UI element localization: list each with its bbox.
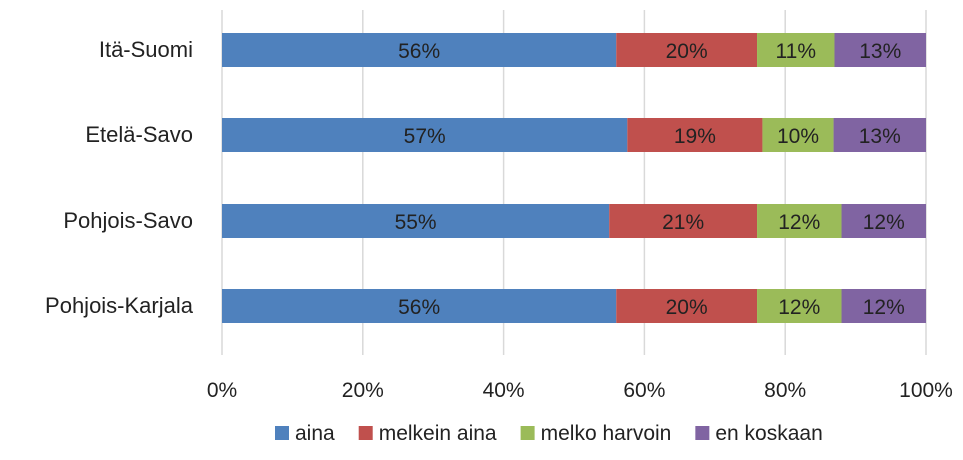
category-label: Pohjois-Karjala <box>45 293 194 318</box>
data-label: 13% <box>859 125 901 148</box>
data-label: 21% <box>662 211 704 234</box>
x-tick-label: 80% <box>764 379 806 402</box>
category-label: Itä-Suomi <box>99 37 193 62</box>
x-axis-tick-labels: 0% 20% 40% 60% 80% 100% <box>207 379 953 402</box>
data-label: 12% <box>778 211 820 234</box>
legend-label: en koskaan <box>715 422 822 445</box>
bar-segment <box>222 33 617 67</box>
data-label: 56% <box>398 296 440 319</box>
category-labels: Itä-Suomi Etelä-Savo Pohjois-Savo Pohjois-K… <box>45 37 194 318</box>
bar-segments <box>222 33 926 323</box>
data-label: 20% <box>666 40 708 63</box>
legend-label: aina <box>295 422 335 445</box>
bar-segment <box>222 289 617 323</box>
data-label: 10% <box>777 125 819 148</box>
data-label: 12% <box>778 296 820 319</box>
category-label: Etelä-Savo <box>85 122 193 147</box>
legend: aina melkein aina melko harvoin en koskaan <box>275 422 823 445</box>
data-label: 20% <box>666 296 708 319</box>
x-tick-label: 40% <box>483 379 525 402</box>
data-label: 11% <box>776 40 816 63</box>
legend-swatch <box>358 426 373 440</box>
data-label: 12% <box>863 211 905 234</box>
legend-label: melkein aina <box>379 422 497 445</box>
legend-swatch <box>275 426 289 440</box>
data-label: 57% <box>404 125 446 148</box>
bar-segment <box>222 118 628 152</box>
data-label: 56% <box>398 40 440 63</box>
legend-swatch <box>520 426 535 440</box>
bar-segment <box>762 118 834 152</box>
x-tick-label: 60% <box>623 379 665 402</box>
bar-segment <box>222 204 610 238</box>
data-label: 13% <box>859 40 901 63</box>
legend-swatch <box>695 426 710 440</box>
data-label: 19% <box>674 125 716 148</box>
bar-segment <box>757 33 835 67</box>
category-label: Pohjois-Savo <box>63 208 193 233</box>
bar-segment <box>609 204 758 238</box>
bar-segment <box>616 33 758 67</box>
bar-segment <box>841 204 926 238</box>
x-tick-label: 100% <box>899 379 953 402</box>
bar-segment <box>757 289 842 323</box>
x-tick-label: 20% <box>342 379 384 402</box>
bar-segment <box>627 118 763 152</box>
bar-segment <box>841 289 926 323</box>
bar-segment <box>834 33 926 67</box>
bar-segment <box>757 204 842 238</box>
legend-label: melko harvoin <box>541 422 672 445</box>
bar-segment <box>833 118 926 152</box>
x-tick-label: 0% <box>207 379 237 402</box>
bar-segment <box>616 289 758 323</box>
segment-labels: 56% 20% 11% 13% 57% 19% 10% 13% 55% 21% 12% 12% 56% 2… <box>395 40 905 319</box>
data-label: 12% <box>863 296 905 319</box>
data-label: 55% <box>395 211 437 234</box>
